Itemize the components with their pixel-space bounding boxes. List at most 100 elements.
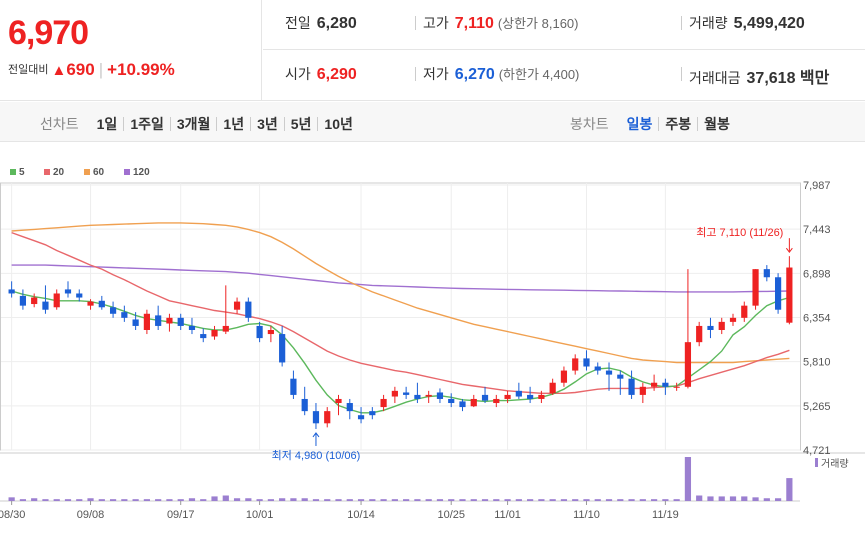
ma60-line: [11, 222, 790, 364]
moving-average-lines: [11, 222, 790, 414]
volume-bar: [403, 499, 410, 501]
candle-body: [380, 398, 387, 408]
volume-bar: [19, 499, 27, 501]
volume-cell: 거래량 5,499,420: [689, 13, 805, 33]
volume-bar: [504, 499, 511, 501]
up-arrow-icon: ▲: [51, 62, 67, 79]
legend-swatch: [84, 169, 90, 175]
candle-body: [31, 297, 38, 305]
open-label: 시가: [285, 66, 311, 82]
period-1y[interactable]: 1년: [216, 117, 250, 131]
volume-bar: [324, 499, 331, 501]
volume-bar: [572, 499, 579, 501]
candle-body: [312, 411, 320, 424]
y-axis: 7,987 7,443 6,898 6,354 5,810 5,265 4,721: [803, 180, 831, 457]
x-tick-label: 09/17: [167, 509, 195, 521]
candle-body: [673, 386, 680, 388]
volume-bar: [774, 498, 782, 501]
volume-bar: [155, 499, 162, 501]
candle-body: [515, 390, 522, 397]
candle-body: [436, 392, 444, 399]
candle-body: [177, 317, 184, 326]
candle-body: [76, 293, 83, 298]
period-5y[interactable]: 5년: [283, 117, 318, 131]
candle-chart-label[interactable]: 봉차트: [570, 116, 609, 132]
volume-bar: [391, 499, 398, 501]
candle-body: [19, 295, 27, 306]
volume-bar: [369, 499, 376, 501]
candle-body: [267, 329, 274, 335]
volume-bar: [109, 499, 117, 501]
legend-label: 20: [53, 167, 65, 178]
prev-close-label: 전일: [285, 15, 311, 31]
candle-weekly[interactable]: 주봉: [658, 117, 697, 131]
period-1d[interactable]: 1일: [96, 116, 118, 132]
volume-bar: [121, 499, 128, 501]
volume-bar: [718, 496, 725, 501]
ma5-line: [11, 290, 790, 414]
candles: [8, 256, 793, 429]
x-tick-label: 11/19: [652, 509, 679, 521]
volume-bar: [684, 457, 692, 501]
volume-bar: [346, 499, 353, 501]
volume-bar: [617, 499, 624, 501]
period-1w[interactable]: 1주일: [123, 117, 170, 131]
candle-monthly[interactable]: 월봉: [697, 117, 736, 131]
candle-body: [504, 394, 511, 399]
low-annotation: 최저 4,980 (10/06): [272, 449, 361, 462]
candle-body: [414, 394, 421, 399]
candle-body: [211, 329, 218, 337]
volume-bar: [335, 499, 342, 501]
line-chart-label[interactable]: 선차트: [40, 116, 79, 132]
volume-bar: [64, 499, 72, 501]
x-tick-label: 09/08: [77, 509, 105, 521]
volume-bar: [583, 499, 590, 501]
period-3y[interactable]: 3년: [250, 117, 284, 131]
y-tick-label: 5,265: [803, 401, 831, 413]
candle-body: [166, 317, 173, 324]
x-tick-label: 10/14: [347, 509, 375, 521]
volume-legend-swatch: [815, 458, 818, 467]
candle-body: [8, 289, 15, 294]
candle-body: [493, 398, 500, 404]
open-value: 6,290: [316, 66, 357, 83]
volume-bar: [481, 499, 489, 501]
y-tick-label: 7,443: [803, 224, 831, 236]
info-row-1: 전일 6,280 고가 7,110 (상한가 8,160) 거래량 5,499,420: [263, 0, 865, 50]
volume-bar: [301, 498, 308, 501]
ma120-line: [11, 264, 790, 293]
period-3m[interactable]: 3개월: [169, 117, 217, 131]
candle-body: [132, 319, 139, 326]
volume-bar: [267, 499, 274, 501]
candle-body: [357, 415, 365, 420]
candle-body: [605, 370, 613, 375]
volume-legend-label: 거래량: [821, 458, 849, 470]
volume-bar: [188, 498, 196, 501]
legend-swatch: [10, 169, 16, 175]
candle-body: [741, 305, 748, 318]
candle-daily[interactable]: 일봉: [626, 116, 653, 132]
volume-label: 거래량: [689, 15, 728, 31]
volume-bar: [696, 495, 703, 501]
price-box: 6,970 전일대비 ▲690 | +10.99%: [0, 0, 262, 101]
candle-body: [560, 370, 568, 383]
candle-body: [369, 411, 376, 416]
open-cell: 시가 6,290: [285, 64, 357, 84]
volume-bar: [527, 499, 534, 501]
candle-body: [639, 386, 646, 395]
candle-body: [222, 325, 229, 332]
volume-bar: [707, 496, 714, 501]
divider: |: [98, 60, 104, 79]
candle-body: [549, 382, 556, 394]
candle-body: [290, 378, 297, 395]
divider: [681, 67, 682, 81]
volume-bar: [786, 478, 793, 501]
period-10y[interactable]: 10년: [317, 117, 358, 131]
change-percent: +10.99%: [107, 60, 175, 79]
volume-bar: [515, 499, 522, 501]
lower-limit: (하한가 4,400): [498, 67, 580, 82]
candle-body: [594, 366, 601, 371]
volume-bar: [245, 498, 252, 501]
candle-body: [324, 411, 331, 424]
change-value: 690: [66, 60, 95, 79]
